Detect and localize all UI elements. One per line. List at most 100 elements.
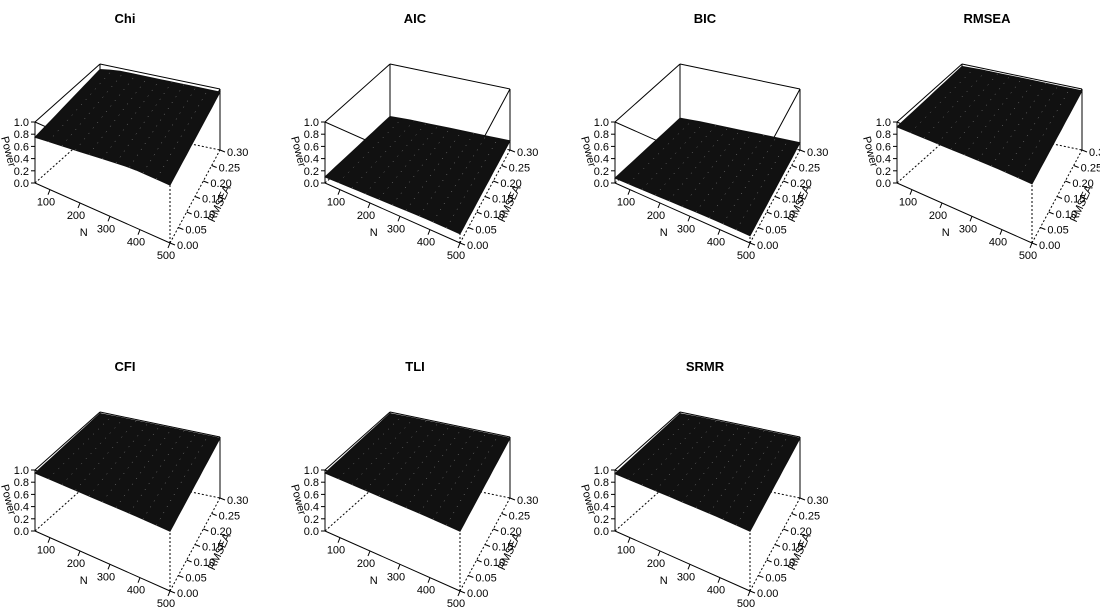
x-tick <box>47 189 51 195</box>
x-tick <box>687 216 691 222</box>
panel-title: Chi <box>115 11 136 26</box>
y-tick-label: 0.30 <box>807 147 828 159</box>
z-tick-label: 0.2 <box>304 166 319 178</box>
z-tick-label: 0.0 <box>304 178 319 190</box>
z-tick-label: 0.2 <box>14 166 29 178</box>
z-tick-label: 0.2 <box>594 166 609 178</box>
x-tick-label: 400 <box>417 237 435 249</box>
y-tick <box>459 590 466 594</box>
x-tick <box>747 242 751 249</box>
surface-mesh <box>1004 85 1059 172</box>
surface-mesh <box>142 433 197 520</box>
x-tick-label: 300 <box>959 223 977 235</box>
surface-mesh <box>655 420 717 491</box>
y-tick <box>493 180 499 184</box>
y-tick <box>178 227 184 230</box>
z-tick-label: 0.6 <box>304 489 319 501</box>
x-tick-label: 100 <box>327 545 345 557</box>
y-tick-label: 0.30 <box>517 495 538 507</box>
x-tick <box>999 229 1003 235</box>
panel-title: SRMR <box>686 359 725 374</box>
x-tick <box>47 537 51 543</box>
z-tick-label: 0.0 <box>876 178 891 190</box>
y-tick <box>783 180 789 184</box>
y-tick <box>1031 242 1038 246</box>
x-axis-label: N <box>942 227 950 239</box>
panel-cfi: CFI0.00.20.40.60.81.0Power10020030040050… <box>0 359 248 610</box>
z-tick-label: 0.0 <box>14 526 29 538</box>
x-tick <box>77 550 81 557</box>
x-tick <box>747 590 751 597</box>
x-tick-label: 100 <box>37 545 55 557</box>
y-tick-label: 0.10 <box>194 209 215 221</box>
box-edge <box>99 63 221 90</box>
box-edge <box>614 182 751 244</box>
x-tick-label: 300 <box>387 223 405 235</box>
y-tick-label: 0.05 <box>185 225 206 237</box>
surface-mesh <box>129 430 185 514</box>
z-tick-label: 0.4 <box>876 154 891 166</box>
y-tick-label: 0.15 <box>492 194 513 206</box>
y-tick-label: 0.20 <box>790 526 811 538</box>
surface <box>614 117 801 237</box>
panel-aic: AIC0.00.20.40.60.81.0Power10020030040050… <box>288 11 538 262</box>
panel-title: BIC <box>694 11 717 26</box>
x-tick-label: 200 <box>357 558 375 570</box>
panel-title: TLI <box>405 359 425 374</box>
y-tick <box>476 559 482 563</box>
y-tick <box>468 575 474 578</box>
y-tick-label: 0.10 <box>484 557 505 569</box>
x-tick <box>627 189 631 195</box>
y-tick <box>178 575 184 578</box>
x-tick <box>397 564 401 570</box>
y-tick-label: 0.05 <box>475 225 496 237</box>
y-tick <box>509 149 516 153</box>
y-tick-label: 0.15 <box>1064 194 1085 206</box>
surface-mesh <box>722 137 777 224</box>
x-tick <box>627 537 631 543</box>
y-tick-label: 0.15 <box>782 194 803 206</box>
box-edge <box>389 63 511 90</box>
x-tick <box>337 537 341 543</box>
box-edge <box>324 182 461 244</box>
surface-mesh <box>709 135 765 218</box>
y-tick <box>211 165 217 168</box>
y-tick <box>186 559 192 563</box>
y-tick <box>799 149 806 153</box>
y-tick <box>774 544 781 547</box>
y-tick <box>169 242 176 246</box>
y-tick <box>186 211 192 215</box>
x-tick <box>167 242 171 249</box>
y-tick <box>203 528 209 532</box>
z-tick-label: 0.4 <box>304 502 319 514</box>
y-tick <box>1073 165 1079 168</box>
x-tick-label: 100 <box>617 197 635 209</box>
surface-mesh <box>991 83 1047 167</box>
y-tick <box>484 544 491 547</box>
box-edge <box>961 63 1083 90</box>
box-edge <box>614 63 681 123</box>
surface <box>34 413 221 532</box>
y-tick-label: 0.30 <box>517 147 538 159</box>
y-tick-label: 0.00 <box>177 240 198 252</box>
x-tick-label: 500 <box>157 250 175 262</box>
z-tick-label: 0.8 <box>594 129 609 141</box>
z-tick-label: 0.2 <box>304 514 319 526</box>
x-tick <box>427 577 431 583</box>
y-tick-label: 0.25 <box>509 511 530 523</box>
y-tick-label: 0.15 <box>492 542 513 554</box>
x-tick <box>687 564 691 570</box>
y-tick-label: 0.25 <box>509 163 530 175</box>
y-tick <box>509 497 516 501</box>
x-tick <box>137 229 141 235</box>
x-axis-label: N <box>660 227 668 239</box>
y-tick-label: 0.25 <box>219 163 240 175</box>
z-tick-label: 0.8 <box>14 129 29 141</box>
x-tick-label: 100 <box>899 197 917 209</box>
x-tick <box>107 564 111 570</box>
x-tick <box>657 202 661 209</box>
z-tick-label: 0.0 <box>304 526 319 538</box>
x-tick-label: 300 <box>97 571 115 583</box>
y-tick-label: 0.00 <box>757 240 778 252</box>
x-axis-label: N <box>80 227 88 239</box>
